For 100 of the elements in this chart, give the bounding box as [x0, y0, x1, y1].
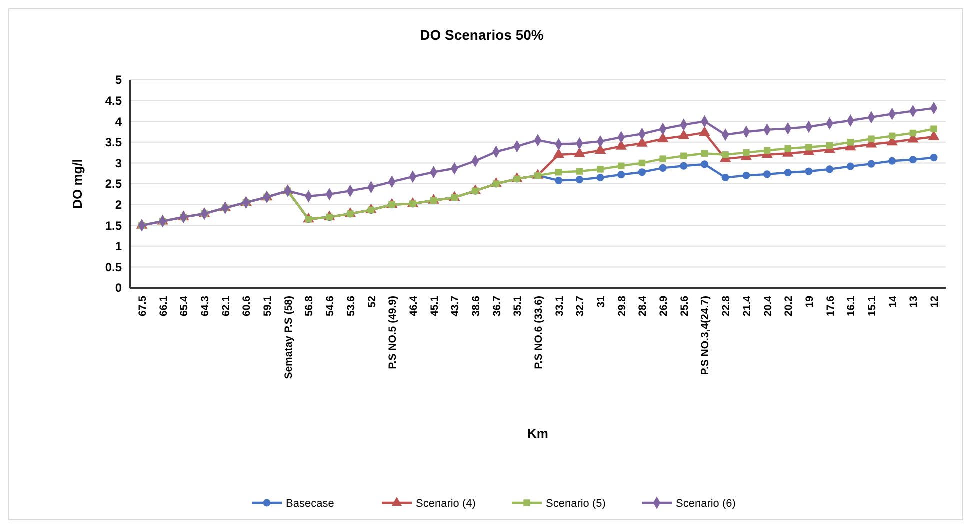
point	[784, 145, 792, 152]
point	[574, 148, 586, 158]
x-tick-label: 59.1	[262, 296, 274, 316]
x-tick-label: P.S NO.6 (33.6)	[533, 296, 545, 370]
point	[618, 162, 625, 170]
point	[910, 130, 917, 137]
point	[868, 160, 876, 168]
point	[657, 132, 669, 142]
point	[930, 126, 938, 132]
x-tick-label: 31	[596, 296, 608, 308]
point	[576, 168, 584, 175]
point	[678, 130, 690, 140]
point	[847, 139, 854, 146]
x-tick-label: 64.3	[200, 296, 212, 316]
x-tick-label: 22.8	[720, 296, 733, 316]
y-tick-label: 4	[115, 114, 122, 129]
point	[888, 132, 896, 140]
x-tick-label: 35.1	[512, 296, 524, 316]
x-tick-label: 26.9	[658, 296, 670, 316]
point	[742, 172, 750, 180]
legend-label: Basecase	[286, 498, 334, 510]
x-tick-label: 65.4	[178, 296, 191, 316]
x-tick-label: 14	[887, 296, 900, 308]
chart-title: DO Scenarios 50%	[420, 27, 544, 43]
point	[909, 156, 917, 164]
point	[596, 174, 604, 182]
point	[868, 136, 875, 142]
x-tick-label: 66.1	[158, 296, 170, 316]
point	[784, 168, 792, 177]
point	[680, 162, 688, 170]
point	[659, 164, 667, 172]
x-tick-label: 56.8	[304, 296, 316, 316]
x-tick-label: 20.2	[783, 296, 796, 316]
y-tick-label: 1.5	[105, 218, 122, 233]
x-tick-label: 15.1	[866, 296, 878, 316]
point	[846, 162, 854, 170]
point	[826, 166, 834, 174]
point	[805, 168, 813, 176]
x-tick-label: 38.6	[470, 296, 482, 316]
point	[763, 170, 772, 178]
x-tick-label: 45.1	[428, 296, 441, 316]
x-tick-label: 16.1	[846, 296, 858, 316]
point	[597, 166, 604, 173]
y-tick-label: 0.5	[105, 260, 122, 274]
legend-label: Scenario (4)	[416, 498, 476, 510]
y-axis-title: DO mg/l	[70, 159, 85, 209]
x-tick-label: P.S NO.5 (49.9)	[387, 296, 400, 370]
x-tick-label: 52	[366, 296, 378, 308]
y-tick-label: 3.5	[105, 136, 122, 150]
x-tick-label: 43.7	[450, 296, 462, 316]
x-axis-title: Km	[528, 426, 548, 441]
point	[618, 171, 626, 179]
point	[700, 160, 709, 168]
x-tick-label: 29.8	[616, 296, 628, 316]
x-tick-label: 33.1	[554, 296, 566, 316]
x-tick-label: 13	[908, 296, 920, 308]
x-tick-label: 46.4	[408, 296, 420, 316]
point	[722, 174, 730, 182]
x-tick-label: 21.4	[741, 296, 754, 316]
x-tick-label: 53.6	[345, 296, 358, 316]
point	[806, 144, 812, 151]
point	[722, 152, 729, 158]
point	[680, 152, 688, 160]
point	[826, 142, 834, 150]
y-tick-label: 0	[115, 281, 122, 296]
point	[638, 168, 646, 176]
y-tick-label: 4.5	[105, 94, 122, 108]
y-tick-label: 2	[115, 198, 122, 212]
legend-label: Scenario (6)	[676, 498, 736, 510]
point	[553, 148, 564, 158]
x-tick-label: 54.6	[324, 296, 337, 316]
point	[616, 140, 628, 150]
x-tick-label: 62.1	[220, 296, 232, 316]
point	[764, 147, 771, 154]
x-tick-label: Sematay P.S (58)	[282, 296, 295, 380]
y-tick-label: 1	[115, 240, 122, 254]
point	[701, 150, 708, 157]
point	[699, 126, 710, 136]
x-tick-label: 67.5	[137, 296, 149, 316]
point	[930, 154, 938, 162]
x-tick-label: 12	[929, 296, 941, 308]
x-tick-label: 60.6	[241, 296, 254, 316]
y-tick-label: 3	[115, 156, 122, 170]
x-tick-label: 20.4	[762, 296, 774, 316]
point	[888, 157, 896, 165]
point	[743, 149, 750, 156]
x-tick-label: P.S NO.3,4(24.7)	[700, 296, 712, 376]
x-tick-label: 25.6	[678, 296, 691, 316]
point	[636, 137, 648, 147]
x-tick-label: 36.7	[491, 296, 504, 316]
point	[576, 176, 584, 184]
point	[555, 176, 563, 184]
y-tick-label: 2.5	[105, 177, 122, 192]
x-tick-label: 32.7	[574, 296, 587, 316]
x-tick-label: 19	[804, 296, 816, 308]
legend-label: Scenario (5)	[546, 498, 606, 510]
x-tick-label: 28.4	[637, 296, 650, 316]
y-tick-label: 5	[115, 73, 122, 88]
point	[638, 160, 646, 167]
point	[660, 156, 666, 162]
